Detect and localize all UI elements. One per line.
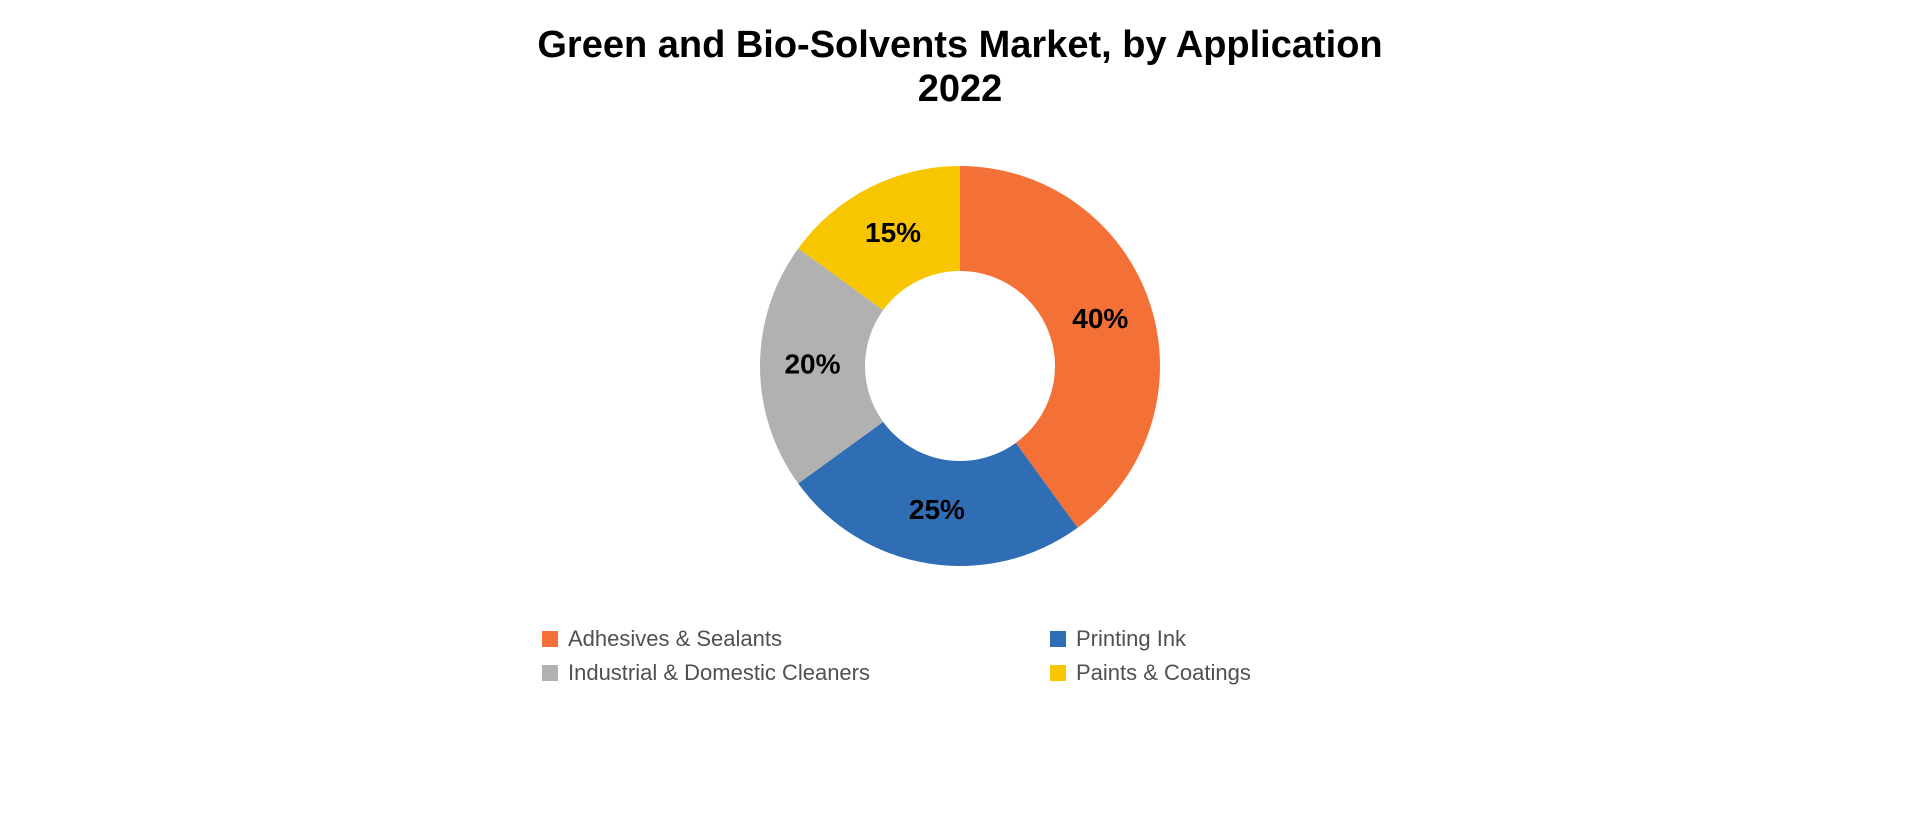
legend-swatch (542, 631, 558, 647)
legend-label: Industrial & Domestic Cleaners (568, 660, 870, 686)
legend-swatch (1050, 631, 1066, 647)
page-root: Green and Bio-Solvents Market, by Applic… (0, 0, 1920, 818)
legend-label: Printing Ink (1076, 626, 1186, 652)
legend-item-cleaners: Industrial & Domestic Cleaners (542, 660, 870, 686)
legend-item-paints: Paints & Coatings (1050, 660, 1378, 686)
slice-label: 40% (1072, 303, 1128, 334)
chart-legend: Adhesives & Sealants Printing Ink Indust… (542, 626, 1378, 686)
slice-label: 15% (865, 217, 921, 248)
legend-label: Adhesives & Sealants (568, 626, 782, 652)
donut-svg: 40% 25% 20% 15% (740, 146, 1180, 586)
legend-item-printing-ink: Printing Ink (1050, 626, 1378, 652)
donut-chart: 40% 25% 20% 15% (740, 146, 1180, 591)
legend-label: Paints & Coatings (1076, 660, 1251, 686)
slice-label: 20% (784, 349, 840, 380)
legend-item-adhesives: Adhesives & Sealants (542, 626, 870, 652)
legend-swatch (542, 665, 558, 681)
chart-title: Green and Bio-Solvents Market, by Applic… (537, 24, 1382, 111)
slice-label: 25% (909, 494, 965, 525)
legend-swatch (1050, 665, 1066, 681)
